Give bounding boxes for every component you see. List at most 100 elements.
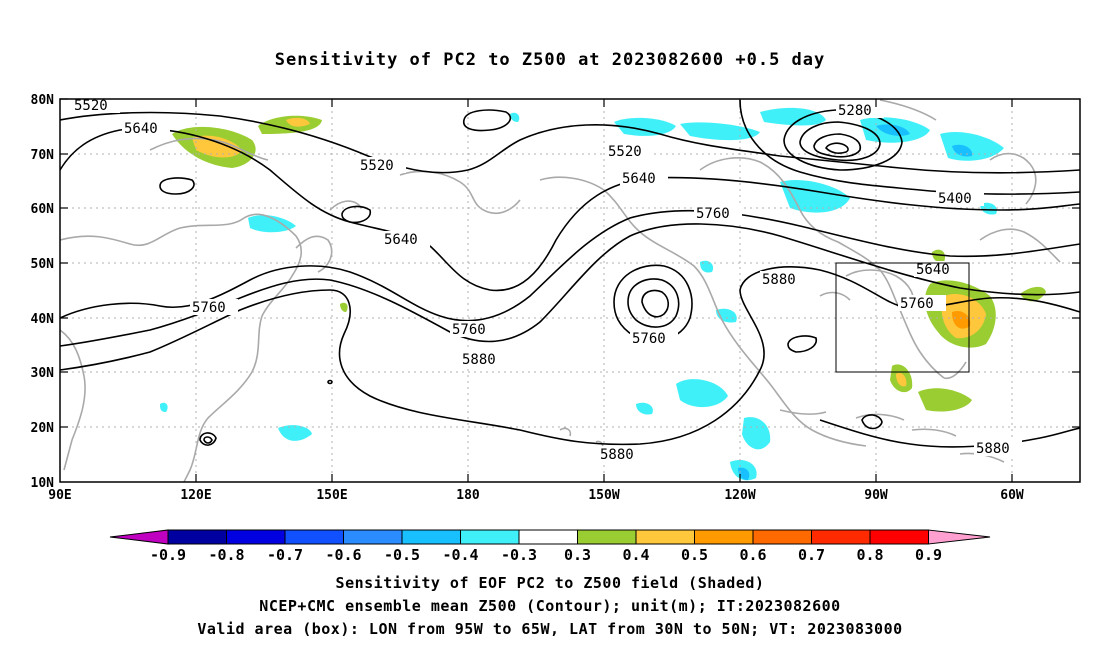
- shade-positive: [286, 117, 310, 127]
- lat-labels: 80N 70N 60N 50N 40N 30N 20N 10N: [31, 93, 55, 491]
- colorbar-label: -0.7: [267, 546, 303, 564]
- contour-5760-low-1: [613, 264, 693, 342]
- shade-negative: [700, 260, 714, 273]
- lon-label: 90W: [864, 488, 888, 503]
- contour-ring-phil-2: [203, 436, 213, 444]
- contour-5280-low-3: [813, 133, 862, 158]
- shade-positive: [952, 310, 971, 329]
- shade-negative: [676, 379, 728, 408]
- valid-area-box: [835, 262, 970, 373]
- colorbar-label: -0.5: [384, 546, 420, 564]
- contour-5760-low-2: [627, 278, 680, 328]
- contour-label: 5880: [762, 272, 796, 288]
- colorbar-label: 0.5: [681, 546, 708, 564]
- contour-5640: [60, 127, 1080, 292]
- contour-ring-siberia: [159, 177, 195, 195]
- shade-negative: [248, 215, 296, 233]
- shade-negative: [980, 202, 997, 215]
- lat-label: 30N: [31, 366, 55, 381]
- shade-negative: [614, 117, 676, 136]
- lat-label: 60N: [31, 202, 55, 217]
- contour-5760-b: [60, 223, 1080, 347]
- contour-label: 5640: [622, 171, 656, 187]
- contour-5280-low-1: [783, 109, 903, 171]
- contour-ring-carib: [861, 414, 883, 430]
- contour-5760-low-3: [641, 289, 670, 318]
- colorbar-label: -0.6: [325, 546, 361, 564]
- colorbar-swatch: [869, 529, 929, 545]
- contour-ring-kamchatka: [341, 205, 372, 224]
- shade-negative: [780, 179, 850, 213]
- colorbar-swatch: [460, 529, 520, 545]
- contour-label: 5640: [916, 262, 950, 278]
- contour-label: 5880: [976, 441, 1010, 457]
- contour-label: 5760: [900, 296, 934, 312]
- shade-positive: [932, 249, 946, 263]
- contour-label: 5400: [938, 191, 972, 207]
- footer-line-valid-area: Valid area (box): LON from 95W to 65W, L…: [197, 620, 903, 638]
- lon-label: 150E: [316, 488, 347, 503]
- shade-negative: [160, 402, 168, 412]
- contour-ring-tiny: [327, 379, 333, 385]
- lat-label: 80N: [31, 93, 55, 108]
- z500-contours: [60, 99, 1080, 448]
- contour-label: 5520: [608, 144, 642, 160]
- chart-title: Sensitivity of PC2 to Z500 at 2023082600…: [274, 50, 826, 70]
- colorbar-swatch: [343, 529, 403, 545]
- colorbar-swatch: [811, 529, 871, 545]
- lon-labels: 90E 120E 150E 180 150W 120W 90W 60W: [48, 488, 1024, 503]
- lat-lon-grid: [60, 99, 1080, 482]
- contour-label: 5760: [192, 300, 226, 316]
- contour-label: 5760: [632, 331, 666, 347]
- contour-label: 5520: [74, 98, 108, 114]
- lon-label: 90E: [48, 488, 71, 503]
- colorbar-label: 0.7: [798, 546, 825, 564]
- colorbar-label: -0.9: [150, 546, 186, 564]
- colorbar-label: 0.4: [622, 546, 649, 564]
- colorbar-label: 0.8: [856, 546, 883, 564]
- footer-line-shading: Sensitivity of EOF PC2 to Z500 field (Sh…: [335, 574, 765, 592]
- contour-5880-b: [819, 419, 1080, 448]
- colorbar-swatch: [635, 529, 695, 545]
- shade-positive: [192, 135, 242, 158]
- colorbar-label: 0.9: [915, 546, 942, 564]
- sensitivity-shading: [160, 107, 1046, 481]
- lon-label: 120W: [724, 488, 755, 503]
- lon-label: 180: [456, 488, 480, 503]
- lon-label: 60W: [1000, 488, 1024, 503]
- colorbar-swatch: [226, 529, 286, 545]
- lat-label: 70N: [31, 148, 55, 163]
- colorbar-swatch: [401, 529, 461, 545]
- contour-label: 5880: [462, 352, 496, 368]
- contour-5280-low-2: [799, 121, 881, 162]
- lat-label: 50N: [31, 257, 55, 272]
- footer-line-contour: NCEP+CMC ensemble mean Z500 (Contour); u…: [259, 597, 841, 615]
- shade-negative: [278, 425, 312, 441]
- shade-negative: [760, 107, 826, 126]
- colorbar-label: -0.8: [208, 546, 244, 564]
- shade-positive: [896, 372, 907, 387]
- contour-labels: 5520 5640 5520 5280 5520 5640 5400 5760 …: [72, 97, 1022, 463]
- colorbar-swatch: [518, 529, 578, 545]
- colorbar: -0.9 -0.8 -0.7 -0.6 -0.5 -0.4 -0.3 0.3 0.4 0.5 0.6…: [109, 529, 991, 564]
- contour-ring-atl: [787, 335, 818, 353]
- contour-5880: [60, 266, 1080, 446]
- lat-label: 10N: [31, 476, 55, 491]
- contour-label: 5760: [452, 322, 486, 338]
- colorbar-label: -0.4: [442, 546, 478, 564]
- contour-label: 5760: [696, 206, 730, 222]
- contour-label: 5640: [384, 232, 418, 248]
- colorbar-swatch: [577, 529, 637, 545]
- contour-ring-phil: [199, 432, 217, 446]
- shade-negative: [876, 124, 910, 136]
- map-frame: [59, 98, 1081, 483]
- colorbar-swatch: [694, 529, 754, 545]
- contour-label: 5280: [838, 103, 872, 119]
- shade-negative: [510, 112, 520, 122]
- lat-label: 20N: [31, 421, 55, 436]
- colorbar-swatch: [752, 529, 812, 545]
- shade-negative: [738, 467, 750, 480]
- lon-label: 120E: [180, 488, 211, 503]
- shade-positive: [340, 302, 348, 312]
- contour-label: 5880: [600, 447, 634, 463]
